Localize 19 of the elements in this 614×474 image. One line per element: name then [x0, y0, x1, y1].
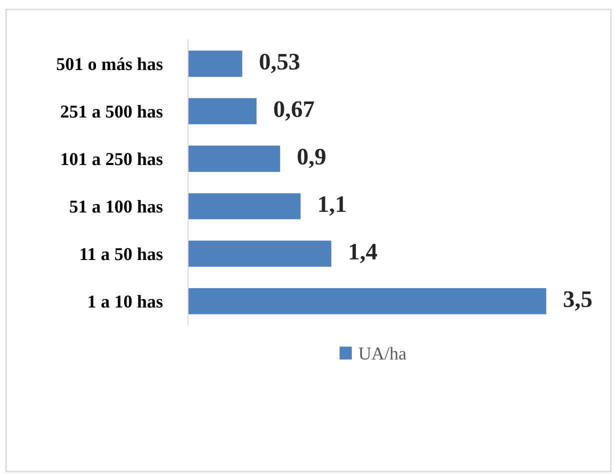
legend-label: UA/ha: [358, 346, 406, 360]
data-label: 1,1: [319, 196, 346, 216]
y-tick-label: 11 a 50 has: [80, 247, 163, 260]
data-label: 0,53: [260, 54, 300, 74]
y-tick-label: 101 a 250 has: [62, 152, 163, 166]
y-tick-label: 501 o más has: [56, 57, 163, 70]
data-label: 0,9: [298, 148, 326, 168]
data-label: 3,5: [564, 291, 592, 311]
bar: [188, 288, 546, 314]
bar: [188, 240, 332, 267]
bar: [188, 193, 301, 220]
y-tick-label: 51 a 100 has: [70, 200, 163, 213]
data-label: 1,4: [350, 244, 378, 264]
bar: [188, 50, 242, 77]
data-label: 0,67: [274, 101, 314, 121]
y-tick-label: 251 a 500 has: [60, 104, 163, 118]
bar: [188, 98, 257, 124]
y-tick-label: 1 a 10 has: [88, 294, 163, 308]
bar: [188, 146, 280, 172]
